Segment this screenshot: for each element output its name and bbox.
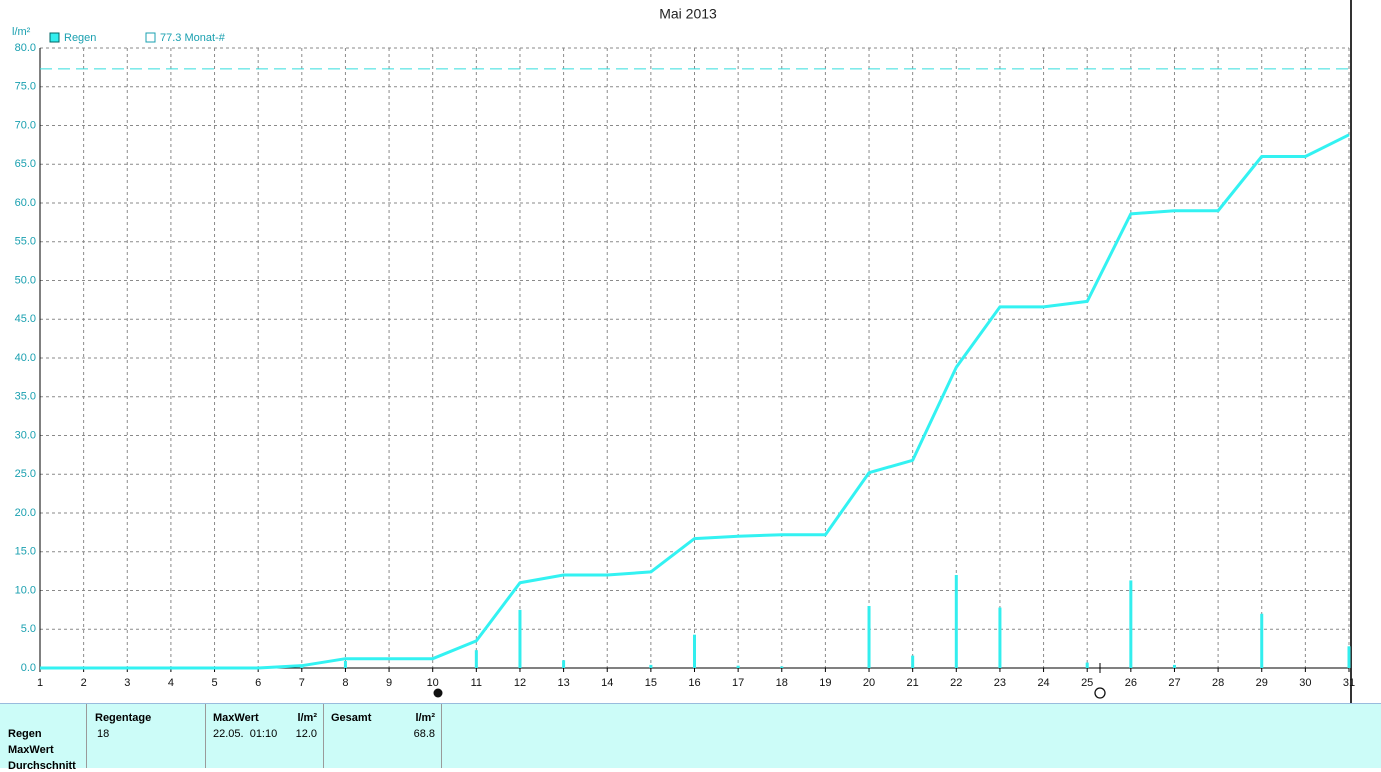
cell-value: 18 xyxy=(97,728,110,740)
bar xyxy=(343,661,347,668)
chart: Mai 2013 l/m² Regen 77.3 Monat-# 0.0 5.0 1… xyxy=(12,0,1381,703)
x-tick-label: 10 xyxy=(427,677,439,689)
x-tick-label: 20 xyxy=(863,677,875,689)
x-tick-label: 13 xyxy=(557,677,569,689)
legend-label: 77.3 Monat-# xyxy=(160,32,226,44)
bar xyxy=(1172,664,1176,668)
x-tick-label: 15 xyxy=(645,677,657,689)
y-tick-label: 15.0 xyxy=(15,546,36,558)
y-tick-label: 0.0 xyxy=(21,662,36,674)
y-tick-label: 55.0 xyxy=(15,236,36,248)
summary-panel: Regen MaxWert Durchschnitt Regentage MaxWert… xyxy=(0,703,1381,772)
y-tick-label: 35.0 xyxy=(15,391,36,403)
x-tick-label: 27 xyxy=(1168,677,1180,689)
y-tick-label: 75.0 xyxy=(15,81,36,93)
column-separator xyxy=(441,704,442,768)
x-tick-label: 4 xyxy=(168,677,174,689)
x-tick-label: 30 xyxy=(1299,677,1311,689)
x-tick-label: 6 xyxy=(255,677,261,689)
bar xyxy=(474,650,478,668)
bar xyxy=(867,606,871,668)
x-tick-label: 16 xyxy=(688,677,700,689)
x-tick-label: 3 xyxy=(124,677,130,689)
column-header: MaxWert xyxy=(213,712,259,724)
x-tick-label: 2 xyxy=(81,677,87,689)
x-tick-label: 12 xyxy=(514,677,526,689)
x-tick-label: 29 xyxy=(1256,677,1268,689)
bar xyxy=(562,660,566,668)
x-tick-label: 9 xyxy=(386,677,392,689)
column-separator xyxy=(205,704,206,768)
x-tick-label: 7 xyxy=(299,677,305,689)
x-tick-label: 17 xyxy=(732,677,744,689)
bar xyxy=(649,664,653,668)
y-tick-label: 50.0 xyxy=(15,274,36,286)
y-tick-label: 25.0 xyxy=(15,468,36,480)
y-tick-label: 40.0 xyxy=(15,352,36,364)
x-tick-label: 14 xyxy=(601,677,613,689)
bar xyxy=(693,634,696,668)
y-tick-label: 80.0 xyxy=(15,42,36,54)
x-tick-label: 21 xyxy=(907,677,919,689)
column-header: Gesamt xyxy=(331,712,372,724)
y-tick-label: 65.0 xyxy=(15,158,36,170)
y-tick-label: 70.0 xyxy=(15,119,36,131)
bar xyxy=(1347,646,1351,668)
bar xyxy=(1129,580,1133,668)
cumulative-line xyxy=(40,133,1350,670)
y-axis-label: l/m² xyxy=(12,26,31,38)
bar xyxy=(1085,662,1089,668)
x-tick-label: 11 xyxy=(471,677,482,689)
legend-swatch xyxy=(49,32,60,43)
y-tick-label: 5.0 xyxy=(21,623,36,635)
column-header: Regentage xyxy=(95,712,152,724)
y-tick-label: 30.0 xyxy=(15,429,36,441)
right-margin xyxy=(1351,0,1381,703)
cell-value: 12.0 xyxy=(295,728,317,740)
moon-phase-icon xyxy=(433,688,443,698)
x-tick-label: 23 xyxy=(994,677,1006,689)
row-label: Durchschnitt xyxy=(8,760,76,772)
moon-phase-icon xyxy=(1094,687,1106,699)
x-tick-label: 8 xyxy=(342,677,348,689)
bar xyxy=(911,655,915,668)
x-tick-label: 26 xyxy=(1125,677,1137,689)
column-header: l/m² xyxy=(297,712,317,724)
x-tick-label: 31 xyxy=(1343,677,1355,689)
x-tick-label: 19 xyxy=(819,677,831,689)
y-tick-label: 10.0 xyxy=(15,584,36,596)
x-tick-label: 28 xyxy=(1212,677,1224,689)
legend-swatch xyxy=(145,32,156,43)
x-tick-label: 22 xyxy=(950,677,962,689)
x-tick-label: 25 xyxy=(1081,677,1093,689)
legend-label: Regen xyxy=(64,32,96,44)
bar xyxy=(736,665,740,668)
bar xyxy=(998,607,1002,668)
x-tick-label: 5 xyxy=(211,677,217,689)
y-tick-label: 45.0 xyxy=(15,313,36,325)
y-tick-label: 60.0 xyxy=(15,197,36,209)
column-header: l/m² xyxy=(415,712,435,724)
x-tick-label: 24 xyxy=(1037,677,1049,689)
column-separator xyxy=(323,704,324,768)
bar xyxy=(954,575,958,668)
y-tick-label: 20.0 xyxy=(15,507,36,519)
column-separator xyxy=(86,704,87,768)
cell-value: 22.05. 01:10 xyxy=(213,728,278,740)
chart-title: Mai 2013 xyxy=(659,6,717,22)
bar xyxy=(518,609,522,668)
bar xyxy=(1260,613,1264,668)
x-tick-label: 18 xyxy=(776,677,788,689)
row-label: Regen xyxy=(8,728,42,740)
cell-value: 68.8 xyxy=(413,728,435,740)
bar xyxy=(780,666,784,668)
row-label: MaxWert xyxy=(8,744,54,756)
x-tick-label: 1 xyxy=(37,677,43,689)
